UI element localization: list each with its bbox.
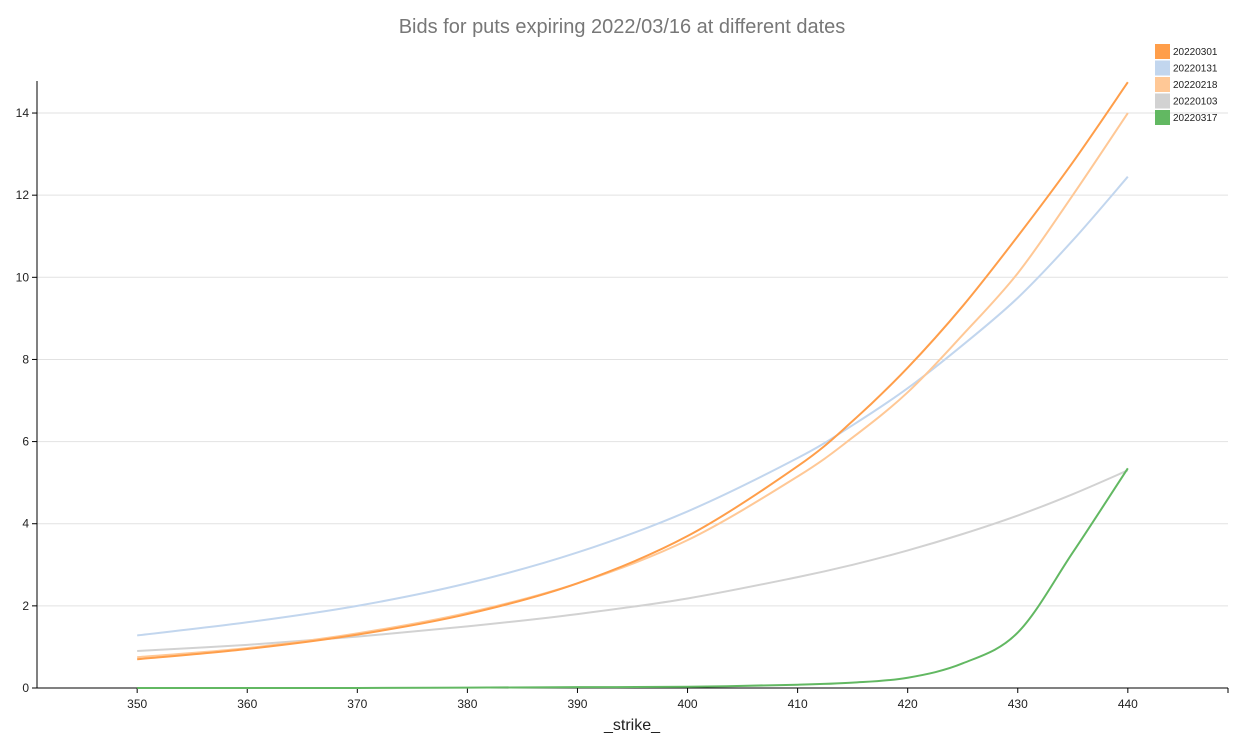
series-line-20220317: [137, 467, 1129, 690]
series-line-20220103: [137, 469, 1129, 653]
legend-label: 20220218: [1173, 80, 1218, 91]
legend-label: 20220103: [1173, 97, 1218, 108]
legend-label: 20220317: [1173, 113, 1218, 124]
y-tick-label: 2: [22, 599, 29, 613]
series-line-20220218: [137, 112, 1129, 659]
y-tick-label: 14: [16, 106, 30, 120]
legend-label: 20220131: [1173, 64, 1218, 75]
x-tick-label: 400: [678, 697, 698, 711]
x-tick-label: 390: [567, 697, 587, 711]
y-tick-label: 4: [22, 517, 29, 531]
chart-title: Bids for puts expiring 2022/03/16 at dif…: [399, 16, 846, 38]
legend-swatch: [1155, 44, 1170, 59]
x-tick-label: 370: [347, 697, 367, 711]
legend-swatch: [1155, 93, 1170, 109]
x-tick-label: 350: [127, 697, 147, 711]
x-axis-label: _strike_: [603, 717, 661, 734]
x-tick-label: 410: [788, 697, 808, 711]
series-line-20220301: [137, 81, 1129, 661]
legend-label: 20220301: [1173, 47, 1218, 58]
legend-swatch: [1155, 110, 1170, 125]
y-tick-label: 8: [22, 352, 29, 366]
x-tick-label: 360: [237, 697, 257, 711]
y-tick-label: 0: [22, 681, 29, 695]
x-tick-label: 430: [1008, 697, 1028, 711]
x-tick-label: 420: [898, 697, 918, 711]
y-tick-label: 10: [16, 270, 30, 284]
legend-swatch: [1155, 60, 1170, 76]
series-line-20220131: [137, 176, 1129, 637]
y-tick-label: 12: [16, 188, 30, 202]
y-tick-label: 6: [22, 435, 29, 449]
x-tick-label: 380: [457, 697, 477, 711]
x-tick-label: 440: [1118, 697, 1138, 711]
legend-swatch: [1155, 77, 1170, 92]
